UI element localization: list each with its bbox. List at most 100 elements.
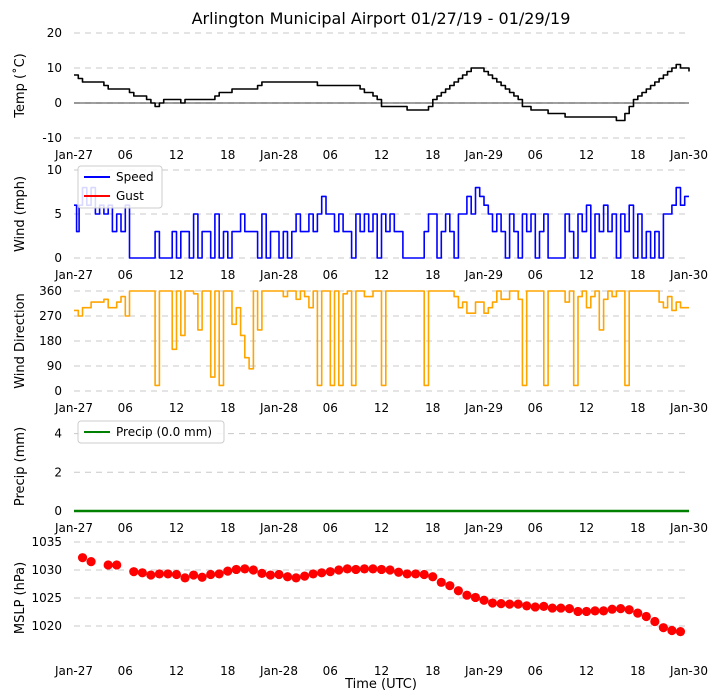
data-point-mslp — [214, 569, 224, 579]
x-tick-label-dir: 12 — [374, 401, 389, 415]
legend-label-wind: Gust — [116, 189, 144, 203]
data-point-mslp — [197, 572, 207, 582]
x-tick-label-dir: 18 — [220, 401, 235, 415]
x-tick-label-wind: 12 — [579, 268, 594, 282]
x-tick-label-wind: 06 — [118, 268, 133, 282]
x-tick-label-dir: 18 — [630, 401, 645, 415]
x-tick-label-mslp: 06 — [323, 664, 338, 678]
data-point-mslp — [146, 570, 156, 580]
y-tick-label-mslp: 1035 — [31, 535, 62, 549]
data-point-mslp — [334, 565, 344, 575]
data-point-mslp — [163, 569, 173, 579]
y-axis-label-precip: Precip (mm) — [13, 427, 28, 506]
data-point-mslp — [317, 568, 327, 578]
y-axis-label-dir: Wind Direction — [13, 293, 28, 389]
x-tick-label-precip: Jan-27 — [54, 521, 93, 535]
x-axis-label: Time (UTC) — [344, 677, 417, 692]
x-tick-label-dir: 06 — [118, 401, 133, 415]
x-tick-label-temp: Jan-27 — [54, 148, 93, 162]
x-tick-label-mslp: Jan-28 — [259, 664, 298, 678]
data-point-mslp — [650, 616, 660, 627]
x-tick-label-wind: 12 — [374, 268, 389, 282]
panel-dir: 0 90 180 270 360 Wind Direction Jan-27 06 12 18 Ja… — [13, 284, 708, 415]
y-tick-label-mslp: 1025 — [31, 591, 62, 605]
data-point-mslp — [470, 592, 481, 603]
data-point-mslp — [496, 599, 506, 609]
y-axis-label-wind: Wind (mph) — [13, 176, 28, 252]
y-tick-label-wind: 5 — [54, 207, 62, 221]
data-point-mslp — [308, 569, 318, 579]
x-tick-label-temp: 12 — [169, 148, 184, 162]
data-point-mslp — [428, 572, 438, 582]
x-tick-label-precip: Jan-28 — [259, 521, 298, 535]
data-point-mslp — [607, 604, 617, 614]
data-point-mslp — [530, 602, 540, 612]
data-point-mslp — [171, 569, 182, 580]
chart-title: Arlington Municipal Airport 01/27/19 - 0… — [192, 9, 571, 28]
data-point-mslp — [180, 573, 190, 583]
data-point-mslp — [624, 605, 634, 615]
data-point-mslp — [300, 571, 310, 581]
y-axis-label-mslp: MSLP (hPa) — [13, 562, 28, 634]
x-tick-label-temp: 18 — [220, 148, 235, 162]
x-tick-label-dir: 12 — [579, 401, 594, 415]
y-tick-label-temp: 0 — [54, 96, 62, 110]
data-point-mslp — [188, 570, 199, 580]
data-point-mslp — [522, 601, 532, 611]
y-tick-label-dir: 180 — [39, 334, 62, 348]
y-tick-label-dir: 90 — [47, 359, 62, 373]
data-point-mslp — [598, 606, 609, 616]
x-tick-label-mslp: 18 — [425, 664, 440, 678]
data-point-mslp — [581, 606, 592, 617]
data-point-mslp — [411, 569, 421, 579]
data-point-mslp — [342, 564, 352, 574]
x-tick-label-wind: 06 — [528, 268, 543, 282]
x-tick-label-temp: Jan-29 — [464, 148, 503, 162]
x-tick-label-wind: Jan-28 — [259, 268, 298, 282]
x-tick-label-mslp: Jan-30 — [669, 664, 708, 678]
data-point-mslp — [103, 560, 113, 570]
x-tick-label-mslp: 06 — [528, 664, 543, 678]
x-tick-label-wind: 18 — [220, 268, 235, 282]
data-point-mslp — [402, 569, 412, 579]
data-point-mslp — [385, 565, 395, 575]
x-tick-label-wind: 18 — [630, 268, 645, 282]
data-point-mslp — [445, 581, 455, 591]
x-tick-label-dir: Jan-30 — [669, 401, 708, 415]
y-tick-label-temp: 10 — [47, 61, 62, 75]
data-point-mslp — [291, 573, 301, 583]
x-tick-label-mslp: 12 — [374, 664, 389, 678]
x-tick-label-wind: 18 — [425, 268, 440, 282]
x-tick-label-temp: 06 — [528, 148, 543, 162]
x-tick-label-dir: 06 — [528, 401, 543, 415]
x-tick-label-dir: Jan-29 — [464, 401, 503, 415]
y-tick-label-temp: -10 — [42, 131, 62, 145]
data-point-mslp — [462, 590, 472, 600]
data-point-mslp — [351, 564, 361, 575]
data-point-mslp — [137, 568, 147, 578]
x-tick-label-precip: Jan-29 — [464, 521, 503, 535]
y-tick-label-dir: 360 — [39, 284, 62, 298]
x-tick-label-temp: Jan-28 — [259, 148, 298, 162]
data-point-mslp — [112, 560, 122, 570]
data-point-mslp — [359, 564, 370, 574]
data-point-mslp — [231, 564, 241, 575]
data-point-mslp — [248, 565, 258, 575]
y-tick-label-precip: 0 — [54, 504, 62, 518]
data-point-mslp — [393, 567, 404, 577]
legend-box-precip — [77, 420, 225, 444]
x-tick-label-temp: 18 — [425, 148, 440, 162]
data-point-mslp — [539, 601, 549, 612]
x-tick-label-dir: 12 — [169, 401, 184, 415]
data-point-mslp — [154, 569, 165, 579]
x-tick-label-wind: Jan-29 — [464, 268, 503, 282]
y-tick-label-dir: 0 — [54, 384, 62, 398]
x-tick-label-precip: 18 — [630, 521, 645, 535]
data-point-mslp — [206, 569, 216, 580]
x-tick-label-temp: 18 — [630, 148, 645, 162]
x-tick-label-mslp: Jan-27 — [54, 664, 93, 678]
y-tick-label-dir: 270 — [39, 309, 62, 323]
x-tick-label-precip: 12 — [169, 521, 184, 535]
